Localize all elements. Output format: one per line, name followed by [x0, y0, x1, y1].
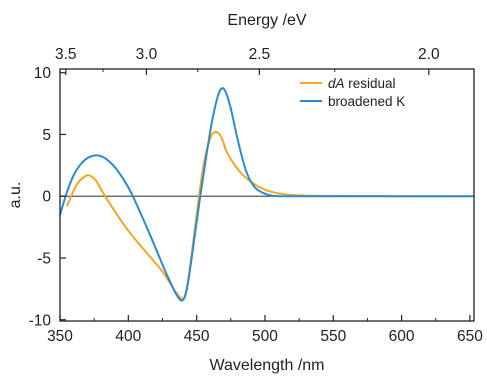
- legend-label-dA-rest: residual: [345, 76, 396, 91]
- plot-frame-group: [59, 68, 475, 322]
- x-tick-label: 350: [47, 328, 73, 345]
- top-tick-label: 2.5: [249, 46, 271, 63]
- top-tick-label: 3.5: [55, 46, 77, 63]
- plot-frame: [59, 68, 475, 322]
- y-tick-label: 0: [42, 189, 51, 206]
- legend: dA residual broadened K: [300, 76, 405, 109]
- series-line-broadened-k: [59, 87, 474, 302]
- y-tick-label: -10: [29, 312, 52, 329]
- series-layer: [59, 87, 475, 302]
- legend-label-dA-residual: dA residual: [328, 76, 396, 91]
- series-line-da-residual: [65, 130, 475, 300]
- tick-layer: 350 400 450 500 550 600 650 10 5 0 -5 -10 3.5 3.0 2.5 2…: [29, 46, 484, 345]
- x-tick-label: 400: [115, 328, 141, 345]
- top-tick-label: 2.0: [418, 46, 440, 63]
- x-tick-label: 650: [457, 328, 483, 345]
- x-tick-label: 500: [252, 328, 278, 345]
- x-tick-label: 450: [184, 328, 210, 345]
- top-tick-label: 3.0: [136, 46, 158, 63]
- y-tick-label: 5: [42, 127, 51, 144]
- y-tick-label: 10: [34, 65, 52, 82]
- x-tick-label: 600: [389, 328, 415, 345]
- legend-label-dA-italic: dA: [328, 76, 345, 91]
- x-tick-label: 550: [320, 328, 346, 345]
- y-axis-title: a.u.: [7, 182, 24, 209]
- legend-label-broadened-K: broadened K: [328, 94, 405, 109]
- y-tick-label: -5: [37, 251, 51, 268]
- x-axis-title: Wavelength /nm: [209, 357, 324, 374]
- top-axis-title: Energy /eV: [227, 12, 306, 29]
